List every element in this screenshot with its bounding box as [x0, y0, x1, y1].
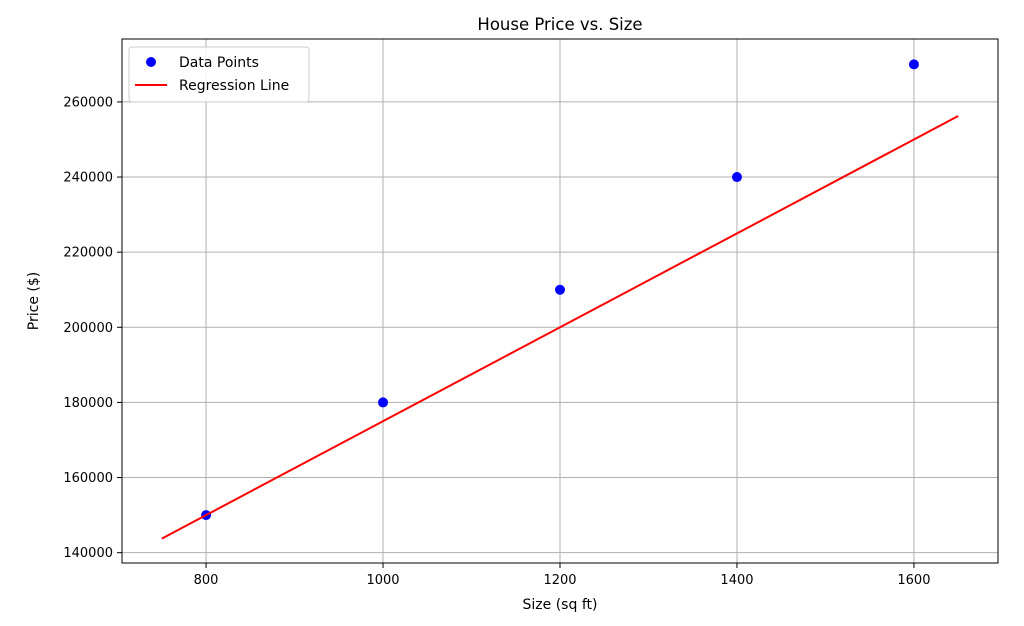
grid: [122, 39, 998, 563]
x-tick-label: 1400: [720, 573, 753, 588]
data-point: [555, 284, 565, 295]
x-tick-label: 1000: [366, 573, 399, 588]
y-tick-label: 240000: [63, 171, 113, 186]
y-tick-label: 200000: [63, 321, 113, 336]
data-point: [731, 172, 742, 183]
y-axis-label: Price ($): [26, 272, 42, 330]
axis-ticks: 800 1000 1200 1400 1600 140000 160000 180000 200…: [63, 95, 930, 588]
x-axis-label: Size (sq ft): [523, 597, 598, 613]
x-tick-label: 1200: [543, 573, 576, 588]
legend-box: [128, 46, 310, 103]
plot-area: [161, 59, 959, 540]
y-tick-label: 140000: [63, 546, 113, 561]
y-tick-label: 160000: [63, 471, 113, 486]
x-tick-label: 1600: [897, 573, 930, 588]
chart-title: House Price vs. Size: [477, 15, 642, 34]
legend-marker-swatch: [146, 57, 156, 67]
y-tick-label: 260000: [63, 95, 113, 110]
legend-entry-label: Regression Line: [179, 78, 289, 94]
regression-line: [161, 115, 959, 540]
legend: Data Points Regression Line: [128, 46, 310, 103]
y-tick-label: 220000: [63, 246, 113, 261]
data-point: [378, 397, 389, 408]
data-point: [908, 59, 919, 70]
legend-entry-label: Data Points: [179, 55, 259, 71]
x-tick-label: 800: [194, 573, 219, 588]
y-tick-label: 180000: [63, 396, 113, 411]
